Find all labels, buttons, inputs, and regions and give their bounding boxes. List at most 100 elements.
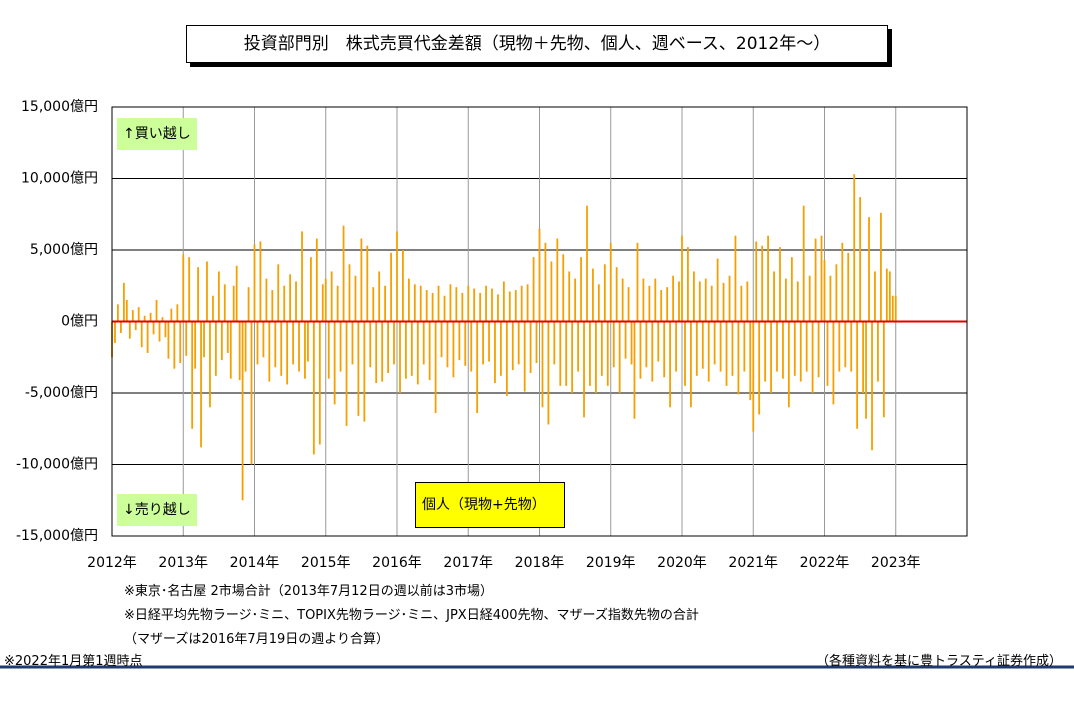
bar [808, 275, 811, 322]
bar [514, 290, 517, 322]
x-tick-label: 2015年 [301, 555, 351, 571]
bar [511, 321, 514, 371]
bar [589, 321, 591, 386]
bar [505, 321, 508, 396]
bar [238, 321, 241, 381]
bar [357, 321, 360, 416]
bar [461, 292, 464, 322]
bar [692, 271, 695, 322]
bar [859, 197, 862, 322]
bar [885, 268, 888, 322]
bar [743, 321, 746, 372]
bar [375, 321, 378, 383]
x-tick-label: 2021年 [728, 555, 778, 571]
bar [161, 317, 164, 322]
bar [200, 321, 202, 448]
bar [838, 321, 841, 372]
bar [562, 254, 565, 322]
bar [354, 275, 357, 322]
bar [155, 300, 158, 322]
y-tick-label: 0億円 [61, 314, 98, 330]
bar [131, 310, 134, 322]
bar [167, 321, 170, 359]
bar [114, 321, 116, 343]
bar [719, 321, 722, 372]
bar [265, 278, 268, 322]
bar [206, 261, 208, 322]
bar [422, 321, 425, 365]
bar [630, 321, 633, 365]
bar [609, 242, 612, 322]
bar [597, 284, 600, 322]
bar [117, 304, 119, 322]
bar [443, 295, 446, 322]
sell-label: ↓売り越し [117, 494, 197, 526]
bar [749, 321, 752, 401]
bar [446, 321, 449, 368]
x-tick-label: 2017年 [443, 555, 493, 571]
bar [366, 245, 369, 322]
bar [241, 321, 244, 501]
bar [488, 321, 490, 362]
bar [565, 321, 568, 386]
bar [532, 257, 535, 322]
bar [256, 321, 259, 365]
bar [559, 321, 562, 386]
bar [333, 321, 336, 405]
bar [220, 321, 223, 361]
bar [452, 321, 455, 378]
bar [716, 258, 719, 322]
bar [152, 321, 155, 335]
bar [348, 264, 351, 322]
bar [295, 281, 297, 322]
bar [725, 321, 728, 386]
bar [547, 321, 550, 425]
bar [746, 281, 749, 322]
bar [841, 242, 844, 322]
y-tick-label: -10,000億円 [16, 457, 98, 473]
bar [191, 321, 194, 429]
bar [796, 281, 799, 322]
bar [381, 321, 384, 382]
bar [214, 321, 217, 376]
bar [568, 271, 571, 322]
bar [645, 321, 648, 368]
bar [868, 217, 870, 322]
bar [315, 238, 318, 322]
bar [541, 321, 544, 408]
bar [695, 321, 698, 376]
bar [874, 271, 876, 322]
bar [690, 321, 692, 408]
bar [413, 284, 416, 322]
bar [835, 264, 838, 322]
bar [633, 321, 636, 419]
note: ※東京･名古屋 2市場合計（2013年7月12日の週以前は3市場） [124, 584, 493, 599]
bar [301, 231, 303, 322]
bar [143, 315, 146, 322]
bar [669, 321, 672, 408]
bar [268, 321, 271, 382]
bar [654, 278, 657, 322]
bar [877, 321, 879, 382]
bar [253, 244, 256, 322]
bar [657, 321, 660, 362]
bar [292, 321, 295, 365]
bar [790, 257, 793, 322]
bar [752, 321, 755, 432]
bar [612, 321, 615, 368]
bar [283, 285, 286, 322]
bar [120, 321, 122, 333]
note: ※日経平均先物ラージ･ミニ、TOPIX先物ラージ･ミニ、JPX日経400先物、マ… [124, 608, 699, 623]
bar [787, 321, 790, 408]
bar [814, 238, 817, 322]
bar [137, 307, 140, 322]
bar [826, 321, 829, 386]
bar [125, 300, 128, 322]
bar [149, 312, 152, 322]
bar [372, 287, 375, 322]
bar [298, 321, 300, 372]
bar [449, 284, 452, 322]
bar [390, 252, 392, 322]
bar [128, 321, 131, 339]
bar [865, 321, 867, 419]
